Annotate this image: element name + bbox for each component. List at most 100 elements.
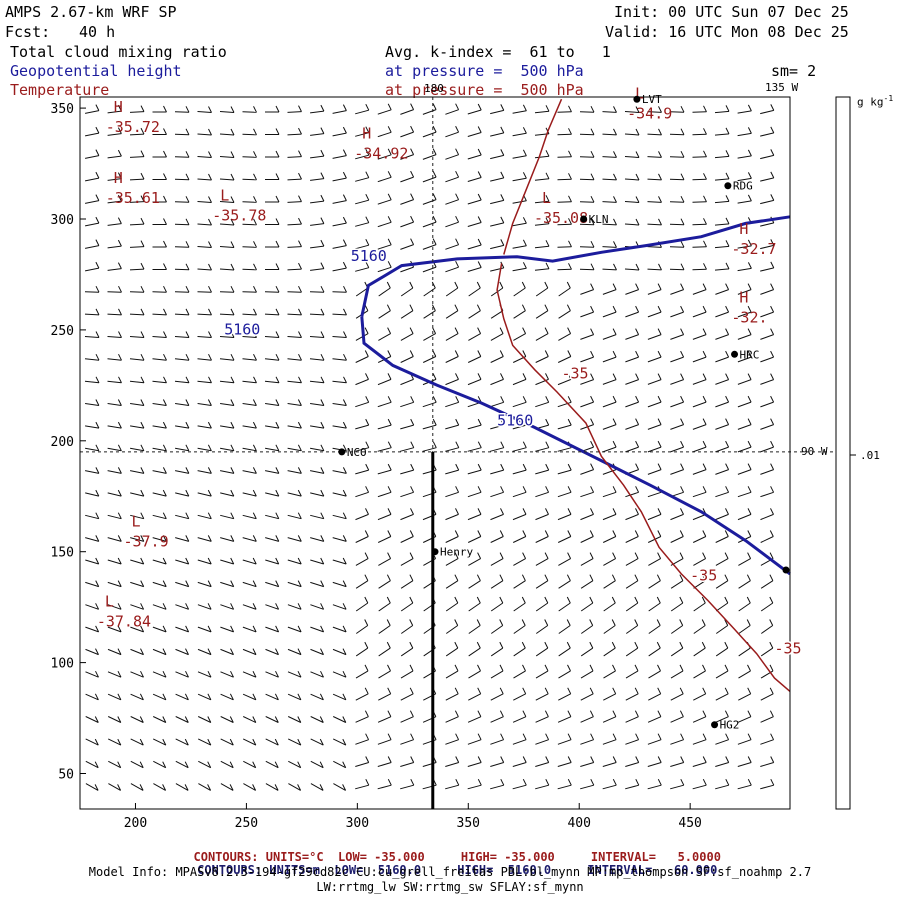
wind-barb [197,353,212,361]
wind-barb [737,328,752,340]
wind-barb [602,710,617,723]
wind-barb [535,596,549,612]
extremum-value: -34.9 [627,105,672,123]
wind-barb [468,687,482,701]
wind-barb [625,373,640,385]
wind-barb [197,308,212,316]
wind-barb [535,687,549,701]
wind-barb [197,285,212,293]
wind-barb [760,395,775,408]
wind-barb [242,353,257,361]
wind-barb [603,596,616,612]
wind-barb [445,756,460,767]
wind-barb [129,195,145,203]
wind-barb [107,467,122,474]
wind-barb [422,215,437,228]
wind-barb [535,508,549,521]
wind-barb [175,648,189,656]
wind-barb [219,173,235,181]
wind-barb [265,263,280,270]
wind-barb [175,467,190,474]
wind-barb [130,580,145,588]
wind-barb [557,240,572,248]
wind-barb [558,687,572,701]
wind-barb [152,150,167,158]
station-label: KLN [589,213,609,226]
wind-barb [760,328,775,340]
station-marker [724,182,732,190]
y-tick-label: 50 [58,768,74,783]
extremum-type: H [114,169,123,187]
wind-barb [198,783,212,791]
wind-barb [174,308,190,316]
wind-barb [287,489,302,497]
wind-barb [512,530,527,543]
wind-barb [670,373,685,385]
footer-model-info-2: LW:rrtmg_lw SW:rrtmg_sw SFLAY:sf_mynn [316,880,584,894]
wind-barb [85,239,100,249]
wind-barb [400,778,415,790]
wind-barb [715,486,730,498]
wind-barb [422,350,437,363]
wind-barb [558,552,572,566]
wind-barb [513,281,526,297]
wind-barb [490,171,505,182]
wind-barb [174,196,190,203]
wind-barb [512,508,527,521]
wind-barb [512,239,527,249]
wind-barb [197,376,212,384]
wind-barb [423,304,436,319]
wind-barb [557,710,572,723]
wind-barb [332,285,347,293]
wind-barb [108,783,122,791]
wind-barb [220,557,235,565]
wind-barb [716,619,729,634]
wind-barb [355,350,369,363]
station-label: HG2 [720,719,740,732]
wind-barb [309,331,325,338]
wind-barb [422,396,437,408]
wind-barb [445,710,459,723]
wind-barb [445,778,460,790]
wind-barb [85,126,100,137]
wind-barb [85,171,100,182]
wind-barb [242,489,257,497]
wind-barb [467,373,482,386]
wind-barb [152,648,167,656]
wind-barb [714,262,730,271]
wind-barb [603,641,616,657]
wind-barb [107,149,122,159]
wind-barb [602,196,617,203]
wind-barb [377,530,392,543]
wind-barb [669,105,685,113]
wind-barb [760,149,775,160]
wind-barb [220,580,235,588]
wind-barb [760,418,775,430]
wind-barb [197,106,212,113]
wind-barb [129,331,145,338]
wind-barb [467,733,482,745]
wind-barb [85,603,100,610]
wind-barb [355,486,370,498]
wind-barb [534,262,550,271]
wind-barb [579,150,595,158]
wind-barb [220,512,235,520]
wind-barb [309,308,325,316]
wind-barb [287,625,302,633]
wind-barb [197,467,212,474]
wind-barb [715,530,729,543]
wind-barb [242,308,257,316]
wind-barb [512,149,527,159]
wind-barb [130,670,144,678]
wind-barb [220,648,234,656]
wind-barb [692,283,707,295]
wind-barb [152,128,167,135]
wind-barb [715,328,730,340]
wind-barb [693,641,706,657]
wind-barb [737,756,752,767]
wind-barb [355,552,369,566]
wind-barb [580,463,595,475]
wind-barb [355,373,369,386]
wind-barb [737,418,752,430]
wind-barb [715,664,729,679]
